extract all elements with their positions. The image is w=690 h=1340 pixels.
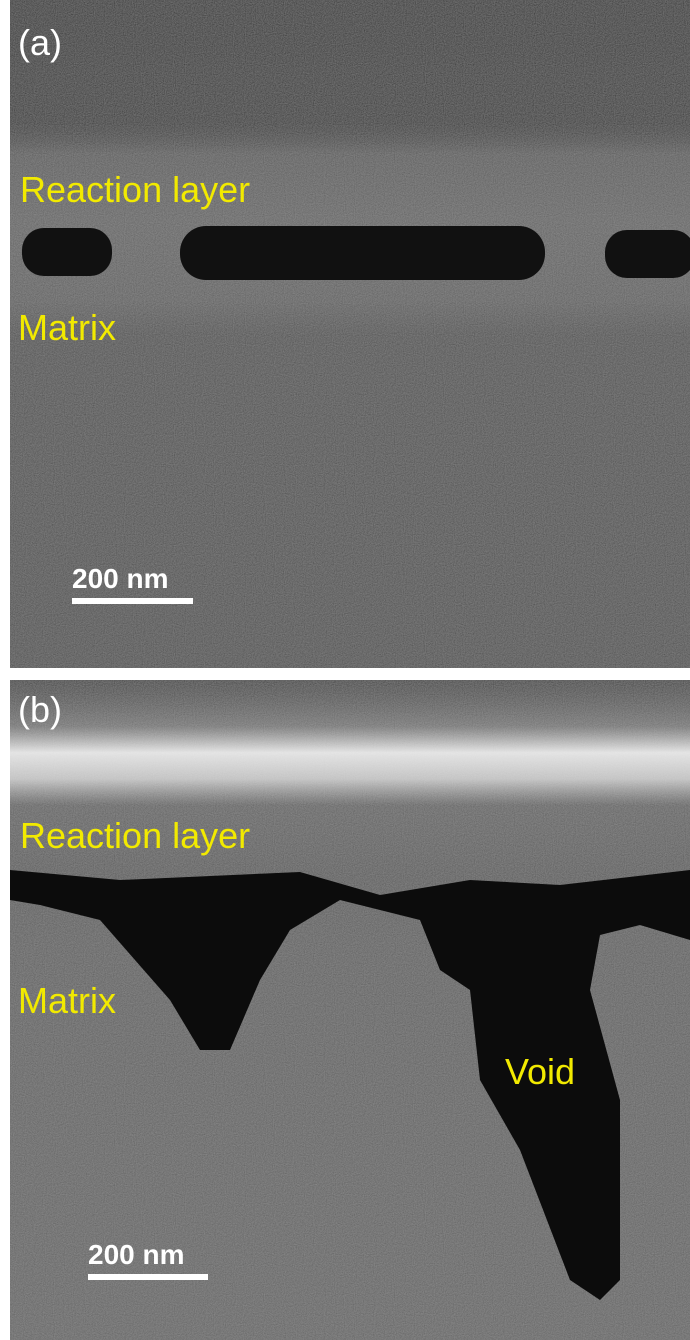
panel-label: (a)	[18, 22, 62, 63]
scale-bar	[88, 1274, 208, 1280]
scale-bar-label: 200 nm	[72, 563, 169, 594]
scale-bar	[72, 598, 193, 604]
annotation: Reaction layer	[20, 815, 250, 856]
annotation: Void	[505, 1051, 575, 1092]
annotation: Reaction layer	[20, 169, 250, 210]
panel-a: (a) Reaction layer Matrix 200 nm	[10, 0, 690, 668]
scale-bar-label: 200 nm	[88, 1239, 185, 1270]
annotation: Matrix	[18, 980, 116, 1021]
panel-b: (b) Reaction layer Matrix Void 200 nm	[10, 680, 690, 1340]
annotation: Matrix	[18, 307, 116, 348]
panel-label: (b)	[18, 689, 62, 730]
figure: (a) Reaction layer Matrix 200 nm (b) Rea…	[0, 0, 690, 1340]
separator	[0, 668, 690, 680]
